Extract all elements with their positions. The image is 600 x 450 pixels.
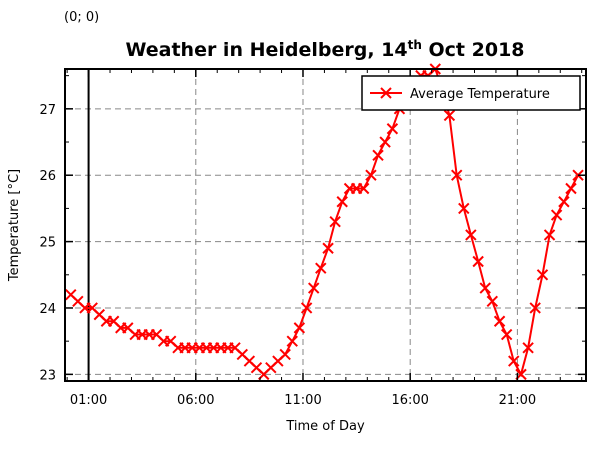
x-tick-label: 01:00	[70, 393, 107, 408]
data-point-marker	[565, 182, 577, 195]
data-point-marker	[293, 322, 306, 334]
data-point-marker	[379, 136, 391, 148]
data-point-marker	[329, 215, 341, 228]
y-axis-label: Temperature [°C]	[7, 169, 22, 282]
data-point-marker	[486, 295, 499, 308]
axis-ticks	[65, 69, 586, 381]
legend-series-label: Average Temperature	[410, 87, 550, 102]
data-point-marker	[522, 342, 534, 354]
y-tick-label: 24	[39, 302, 56, 317]
chart-title: Weather in Heidelberg, 14th Oct 2018	[125, 38, 524, 61]
data-point-marker	[322, 242, 334, 254]
chart-title-suffix: Oct 2018	[422, 39, 525, 61]
data-point-marker	[443, 109, 456, 122]
series-layer	[65, 63, 584, 381]
data-point-marker	[543, 229, 556, 241]
data-point-marker	[279, 348, 291, 361]
legend[interactable]: Average Temperature	[361, 75, 581, 111]
chart-title-main: Weather in Heidelberg, 14	[125, 39, 407, 61]
data-point-marker	[508, 355, 520, 367]
y-tick-label: 27	[39, 103, 56, 118]
data-point-marker	[451, 169, 463, 181]
axis-tick-labels: 01:00 06:00 11:00 16:00 21:00 23 24 25 26 27	[39, 103, 536, 408]
legend-x-marker	[380, 87, 392, 99]
x-axis-label: Time of Day	[285, 419, 365, 434]
data-point-marker	[315, 262, 327, 274]
data-point-marker	[372, 149, 384, 162]
data-point-marker	[336, 196, 348, 208]
data-point-marker	[300, 302, 313, 314]
y-tick-label: 25	[39, 236, 56, 251]
x-tick-label: 16:00	[391, 393, 428, 408]
data-point-marker	[558, 196, 570, 208]
legend-series-marker	[370, 87, 402, 99]
coordinate-readout: (0; 0)	[64, 10, 100, 25]
series-line	[70, 67, 579, 378]
data-point-marker	[286, 335, 298, 347]
data-point-marker	[458, 202, 470, 215]
data-point-marker	[308, 282, 320, 294]
data-point-marker	[536, 269, 549, 281]
data-point-marker	[493, 315, 506, 327]
data-point-marker	[500, 328, 513, 341]
data-point-marker	[479, 282, 491, 294]
y-tick-label: 26	[39, 169, 56, 184]
x-tick-label: 21:00	[499, 393, 536, 408]
data-point-marker	[550, 209, 563, 221]
plot-frame	[64, 68, 587, 382]
x-tick-label: 11:00	[284, 393, 321, 408]
data-point-marker	[386, 123, 399, 135]
data-point-marker	[529, 302, 541, 314]
data-point-marker	[472, 255, 484, 268]
data-point-marker	[365, 169, 377, 181]
data-point-marker	[465, 229, 477, 241]
x-tick-label: 06:00	[177, 393, 214, 408]
data-point-marker	[357, 182, 370, 195]
y-tick-label: 23	[39, 368, 56, 383]
chart-title-superscript: th	[408, 38, 422, 52]
